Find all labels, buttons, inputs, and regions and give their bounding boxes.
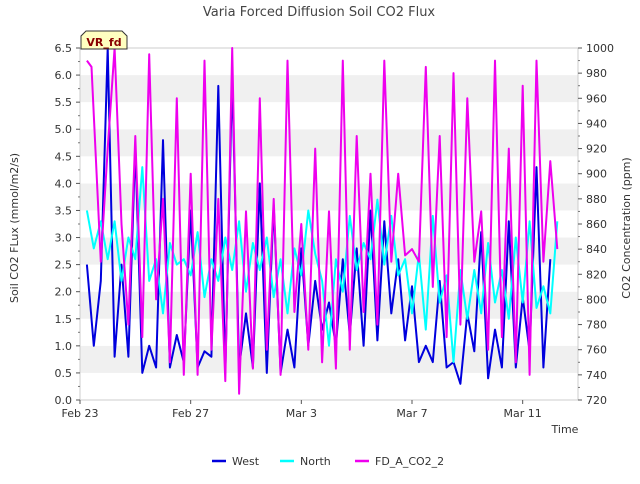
grid-band — [80, 48, 578, 76]
y-left-tick-label: 0.0 — [55, 394, 73, 407]
y-left-tick-label: 5.5 — [55, 96, 73, 109]
x-tick-label: Feb 23 — [62, 407, 99, 420]
y-right-tick-label: 740 — [586, 369, 607, 382]
series-line-west — [85, 47, 552, 385]
grid-band — [80, 75, 578, 103]
y-right-tick-label: 960 — [586, 92, 607, 105]
y-right-tick-label: 980 — [586, 67, 607, 80]
legend-label: North — [300, 455, 331, 468]
y-left-tick-label: 3.5 — [55, 204, 73, 217]
y-right-tick-label: 760 — [586, 344, 607, 357]
y-right-tick-label: 720 — [586, 394, 607, 407]
legend-label: FD_A_CO2_2 — [375, 455, 444, 468]
grid-band — [80, 183, 578, 211]
x-axis-label: Time — [551, 423, 579, 436]
y-left-tick-label: 6.0 — [55, 69, 73, 82]
y-left-tick-label: 0.5 — [55, 367, 73, 380]
y-right-tick-label: 880 — [586, 193, 607, 206]
grid-band — [80, 102, 578, 130]
y-left-tick-label: 4.5 — [55, 150, 73, 163]
y-left-tick-label: 2.0 — [55, 286, 73, 299]
x-tick-label: Mar 11 — [504, 407, 542, 420]
grid-band — [80, 372, 578, 400]
y-left-tick-label: 4.0 — [55, 177, 73, 190]
grid-band — [80, 345, 578, 373]
y-left-tick-label: 1.0 — [55, 340, 73, 353]
y-right-tick-label: 940 — [586, 117, 607, 130]
y-left-tick-label: 6.5 — [55, 42, 73, 55]
grid-band — [80, 156, 578, 184]
chart-title: Varia Forced Diffusion Soil CO2 Flux — [203, 5, 436, 20]
legend-label: West — [232, 455, 260, 468]
x-tick-label: Mar 7 — [396, 407, 427, 420]
y-right-tick-label: 820 — [586, 268, 607, 281]
y-left-axis-label: Soil CO2 FLux (mmol/m2/s) — [8, 153, 21, 303]
dataset-badge: VR_fd — [80, 30, 128, 50]
x-tick-label: Mar 3 — [286, 407, 317, 420]
badge-shape — [80, 30, 128, 50]
y-right-tick-label: 860 — [586, 218, 607, 231]
grid-band — [80, 237, 578, 265]
y-right-tick-label: 800 — [586, 293, 607, 306]
y-right-tick-label: 1000 — [586, 42, 614, 55]
y-right-tick-label: 840 — [586, 243, 607, 256]
y-right-tick-label: 900 — [586, 168, 607, 181]
y-left-tick-label: 1.5 — [55, 313, 73, 326]
badge-label: VR_fd — [86, 36, 121, 49]
grid-band — [80, 129, 578, 157]
axes: 0.0 0.5 1.0 1.5 2.0 2.5 3.0 3.5 4.0 4.5 5.0 5.5 6.0 6… — [55, 42, 615, 420]
y-left-tick-label: 5.0 — [55, 123, 73, 136]
series-line-north — [85, 166, 559, 364]
y-left-tick-label: 2.5 — [55, 259, 73, 272]
legend: West North FD_A_CO2_2 — [212, 455, 444, 468]
grid-band — [80, 264, 578, 292]
y-right-tick-label: 920 — [586, 143, 607, 156]
series-line-fd-a-co2-2 — [86, 47, 559, 395]
series-lines — [85, 47, 559, 395]
x-tick-label: Feb 27 — [172, 407, 209, 420]
y-left-tick-label: 3.0 — [55, 232, 73, 245]
y-right-axis-label: CO2 Concentration (ppm) — [620, 157, 633, 298]
y-right-tick-label: 780 — [586, 319, 607, 332]
